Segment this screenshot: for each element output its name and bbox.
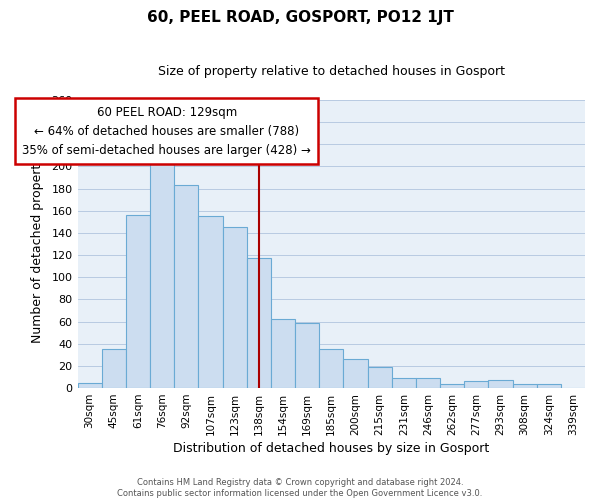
Bar xyxy=(247,258,271,388)
Bar xyxy=(488,380,512,388)
Bar xyxy=(150,154,174,388)
Bar xyxy=(295,322,319,388)
Bar xyxy=(440,384,464,388)
Bar xyxy=(368,367,392,388)
Text: 60, PEEL ROAD, GOSPORT, PO12 1JT: 60, PEEL ROAD, GOSPORT, PO12 1JT xyxy=(146,10,454,25)
Bar xyxy=(223,228,247,388)
Text: Contains HM Land Registry data © Crown copyright and database right 2024.
Contai: Contains HM Land Registry data © Crown c… xyxy=(118,478,482,498)
Bar xyxy=(464,382,488,388)
Text: 60 PEEL ROAD: 129sqm
← 64% of detached houses are smaller (788)
35% of semi-deta: 60 PEEL ROAD: 129sqm ← 64% of detached h… xyxy=(22,106,311,156)
Bar xyxy=(536,384,561,388)
Bar xyxy=(174,186,199,388)
Y-axis label: Number of detached properties: Number of detached properties xyxy=(31,146,44,342)
Title: Size of property relative to detached houses in Gosport: Size of property relative to detached ho… xyxy=(158,65,505,78)
Bar xyxy=(271,320,295,388)
Bar xyxy=(126,215,150,388)
Bar xyxy=(512,384,536,388)
X-axis label: Distribution of detached houses by size in Gosport: Distribution of detached houses by size … xyxy=(173,442,490,455)
Bar xyxy=(77,382,101,388)
Bar xyxy=(392,378,416,388)
Bar xyxy=(101,350,126,388)
Bar xyxy=(199,216,223,388)
Bar xyxy=(416,378,440,388)
Bar xyxy=(319,350,343,388)
Bar xyxy=(343,360,368,388)
